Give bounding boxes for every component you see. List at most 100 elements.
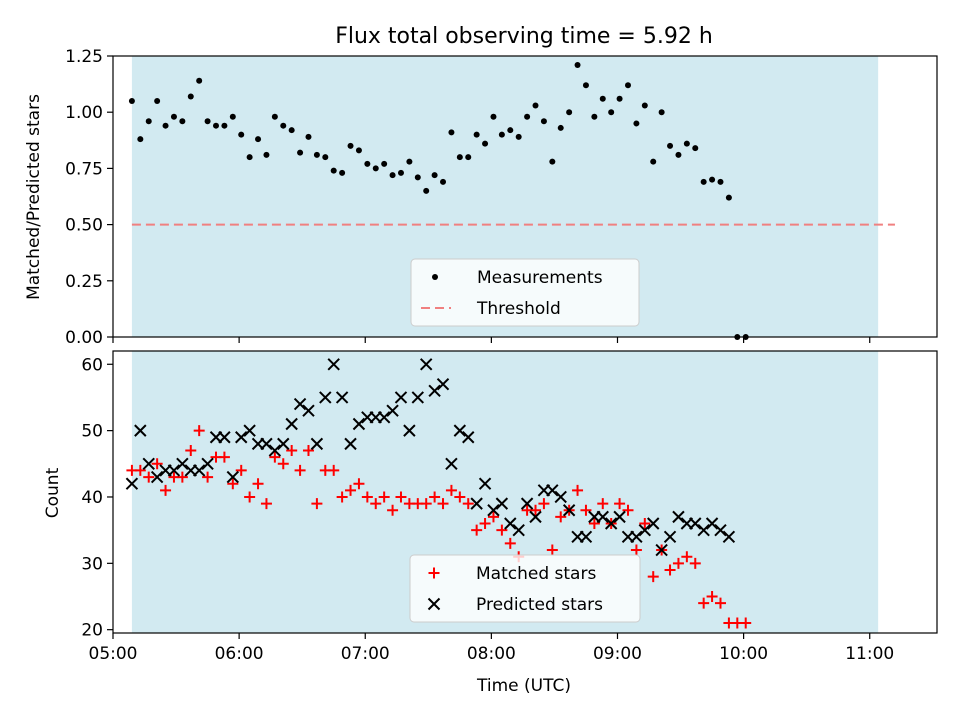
- plus-point: [706, 591, 718, 603]
- measurement-point: [137, 136, 144, 143]
- bottom-y-axis-label: Count: [43, 467, 63, 518]
- plus-point: [437, 498, 449, 510]
- measurement-point: [540, 118, 547, 125]
- legend-label: Predicted stars: [476, 595, 603, 615]
- plus-point: [740, 617, 752, 629]
- cross-point: [470, 497, 483, 510]
- bottom-y-tick-label: 30: [81, 554, 103, 574]
- legend-plus-icon: [428, 567, 440, 579]
- cross-point: [268, 444, 282, 457]
- cross-point: [319, 391, 332, 404]
- top-y-tick-label: 1.00: [65, 103, 103, 123]
- plus-point: [378, 491, 390, 503]
- cross-point: [428, 384, 441, 398]
- plus-point: [597, 498, 609, 510]
- bottom-axes-frame: [112, 350, 938, 634]
- top-y-tick-label: 0.75: [65, 159, 103, 179]
- measurement-point: [700, 178, 707, 185]
- measurement-point: [154, 97, 161, 104]
- measurement-point: [423, 187, 430, 194]
- plus-point: [353, 478, 365, 490]
- plus-point: [504, 537, 516, 549]
- measurement-point: [414, 174, 421, 181]
- cross-point: [201, 457, 214, 471]
- plus-point: [218, 451, 230, 463]
- plus-point: [176, 471, 188, 483]
- measurement-point: [204, 118, 211, 125]
- cross-point: [302, 404, 315, 417]
- measurement-point: [599, 95, 606, 102]
- chart-title: Flux total observing time = 5.92 h: [335, 24, 713, 49]
- measurement-point: [650, 158, 657, 165]
- top-y-axis-label: Matched/Predicted stars: [24, 94, 44, 300]
- measurement-point: [170, 113, 177, 120]
- cross-point: [192, 464, 206, 477]
- measurement-point: [305, 133, 312, 140]
- measurement-point: [389, 172, 396, 179]
- measurement-point: [582, 82, 589, 89]
- measurement-point: [271, 113, 278, 120]
- plus-point: [387, 504, 399, 516]
- plus-point: [538, 498, 550, 510]
- plus-point: [345, 484, 357, 496]
- measurement-point: [591, 113, 598, 120]
- measurement-point: [515, 133, 522, 140]
- measurement-point: [381, 160, 388, 167]
- plus-point: [546, 544, 558, 556]
- measurement-point: [633, 120, 640, 127]
- cross-point: [411, 391, 425, 404]
- plus-point: [227, 478, 239, 490]
- measurement-point: [456, 154, 463, 161]
- plus-point: [429, 491, 441, 503]
- top-y-tick-label: 0.50: [65, 216, 103, 236]
- measurement-point: [263, 151, 270, 158]
- cross-point: [529, 510, 542, 524]
- plus-point: [361, 491, 373, 503]
- plus-point: [134, 464, 146, 476]
- measurement-point: [364, 160, 371, 167]
- cross-point: [327, 358, 340, 371]
- x-tick-label: 06:00: [215, 644, 264, 664]
- top-panel: 0.00 0.25 0.50 0.75 1.00 1.25 Measurements Thre…: [65, 47, 938, 348]
- measurement-point: [229, 113, 236, 120]
- bottom-legend: Matched stars Predicted stars: [409, 554, 641, 623]
- plus-point: [555, 511, 567, 523]
- plus-point: [269, 451, 281, 463]
- measurement-point: [355, 147, 362, 154]
- plus-point: [672, 557, 684, 569]
- x-tick-label: 07:00: [341, 644, 390, 664]
- cross-point: [689, 517, 702, 530]
- measurement-point: [490, 113, 497, 120]
- measurement-point: [440, 178, 447, 185]
- legend-frame: [409, 554, 641, 623]
- measurement-point: [717, 178, 724, 185]
- cross-point: [176, 457, 189, 471]
- measurement-point: [339, 169, 346, 176]
- x-tick-label: 11:00: [845, 644, 894, 664]
- plus-point: [664, 564, 676, 576]
- cross-point: [672, 510, 685, 524]
- legend-label: Matched stars: [476, 564, 596, 584]
- measurement-point: [448, 129, 455, 136]
- measurement-point: [313, 151, 320, 158]
- legend-frame: [410, 258, 640, 327]
- plus-point: [588, 518, 600, 530]
- plus-point: [471, 524, 483, 536]
- plus-point: [681, 551, 693, 563]
- measurement-point: [692, 145, 699, 152]
- top-legend: Measurements Threshold: [410, 258, 640, 327]
- measurement-point: [431, 172, 438, 179]
- top-y-tick-label: 0.00: [65, 328, 103, 348]
- cross-point: [235, 431, 248, 444]
- measurement-point: [128, 97, 135, 104]
- plus-point: [395, 491, 407, 503]
- plus-point: [630, 544, 642, 556]
- measurement-point: [625, 82, 631, 89]
- cross-point: [512, 523, 525, 537]
- plus-point: [151, 458, 163, 470]
- cross-point: [596, 510, 609, 524]
- cross-point: [504, 517, 517, 530]
- measurement-point: [709, 176, 716, 183]
- plus-point: [328, 464, 340, 476]
